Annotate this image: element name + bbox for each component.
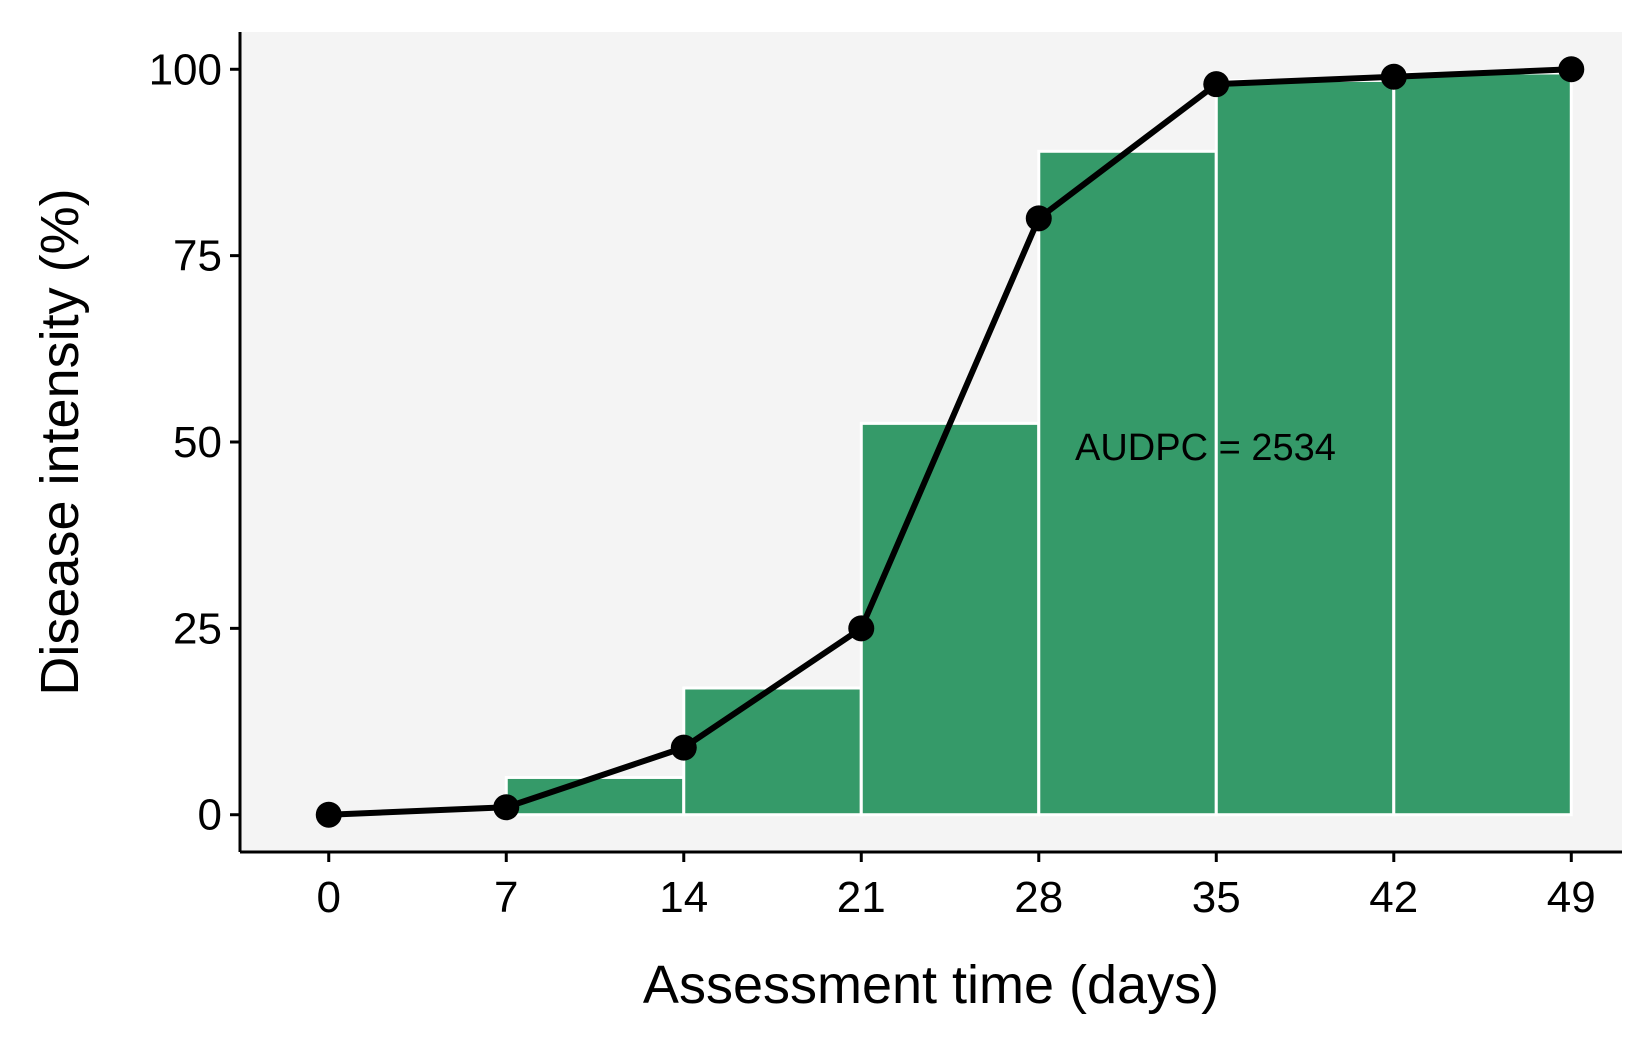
x-tick-label: 7 <box>494 873 518 922</box>
y-tick-label: 100 <box>149 45 222 94</box>
data-point-3 <box>848 615 875 642</box>
x-tick-label: 21 <box>837 873 886 922</box>
bar-3 <box>1037 149 1218 817</box>
data-point-2 <box>670 734 697 761</box>
y-tick-label: 0 <box>198 791 222 840</box>
data-point-6 <box>1380 63 1407 90</box>
y-tick-label: 75 <box>173 232 222 281</box>
x-tick-label: 35 <box>1192 873 1241 922</box>
data-point-7 <box>1558 56 1585 83</box>
x-axis-title: Assessment time (days) <box>643 955 1219 1015</box>
disease-progress-line <box>328 66 1572 818</box>
bars-layer <box>504 71 1573 817</box>
x-tick-label: 49 <box>1547 873 1596 922</box>
axes-layer: 0 25 50 75 100 0 7 14 21 28 35 42 49 <box>149 32 1622 922</box>
x-tick-label: 0 <box>317 873 341 922</box>
data-point-0 <box>315 801 342 828</box>
bar-2 <box>859 421 1041 817</box>
x-tick-label: 42 <box>1369 873 1418 922</box>
bar-5 <box>1392 71 1573 817</box>
data-point-5 <box>1203 71 1230 98</box>
y-tick-label: 50 <box>173 418 222 467</box>
x-tick-label: 14 <box>659 873 708 922</box>
y-axis-title: Disease intensity (%) <box>30 188 90 695</box>
y-tick-label: 25 <box>173 604 222 653</box>
data-point-4 <box>1025 205 1052 232</box>
line-layer <box>315 56 1585 828</box>
bar-4 <box>1214 78 1396 817</box>
x-tick-label: 28 <box>1014 873 1063 922</box>
bar-1 <box>682 686 863 817</box>
data-point-1 <box>493 794 520 821</box>
audpc-annotation: AUDPC = 2534 <box>1075 427 1336 469</box>
